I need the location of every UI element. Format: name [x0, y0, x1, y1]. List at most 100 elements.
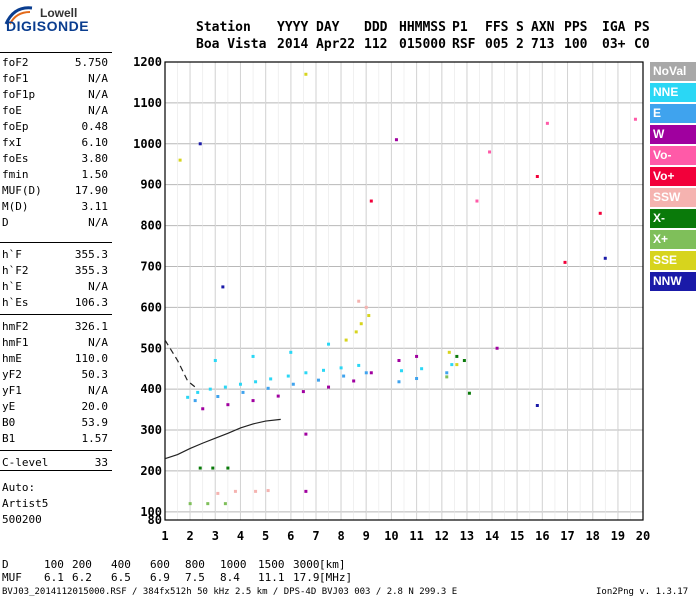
muf-value: 8.4: [220, 571, 240, 584]
footer-version: Ion2Png v. 1.3.17: [596, 587, 689, 597]
data-point-sse: [359, 322, 363, 326]
x-tick-label: 19: [611, 529, 625, 543]
data-point-ssw: [357, 299, 361, 303]
auto-version: 500200: [2, 513, 42, 526]
data-point-ssw: [254, 489, 258, 493]
param-value: N/A: [88, 88, 108, 101]
data-point-x-: [467, 391, 471, 395]
param-value: 17.90: [74, 184, 108, 197]
data-point-nne: [196, 390, 200, 394]
data-point-nne: [186, 395, 190, 399]
param-value: 106.3: [74, 296, 108, 309]
data-point-vo-: [598, 211, 602, 215]
muf-row-label: MUF: [2, 571, 22, 584]
x-tick-label: 2: [187, 529, 194, 543]
header-label: IGA: [602, 20, 626, 35]
data-point-ssw: [216, 491, 220, 495]
legend-item-e: E: [650, 104, 696, 123]
param-row: foEs 3.80: [2, 151, 108, 167]
data-point-w: [352, 379, 356, 383]
param-value: 1.50: [81, 168, 109, 181]
y-tick-label: 80: [148, 513, 162, 527]
data-point-nne: [208, 387, 212, 391]
header-value: 713: [531, 37, 555, 52]
x-tick-label: 4: [237, 529, 244, 543]
x-tick-label: 17: [560, 529, 574, 543]
data-point-x-: [462, 359, 466, 363]
param-row: B1 1.57: [2, 431, 108, 447]
legend-item-nne: NNE: [650, 83, 696, 102]
param-row: foF2 5.750: [2, 55, 108, 71]
param-value: 50.3: [81, 368, 109, 381]
param-row: foEp 0.48: [2, 119, 108, 135]
data-point-w: [394, 138, 398, 142]
data-point-nne: [327, 342, 331, 346]
param-label: foF1: [2, 72, 29, 85]
data-point-x-: [455, 354, 459, 358]
x-tick-label: 5: [262, 529, 269, 543]
data-point-nne: [339, 366, 343, 370]
data-point-nnw: [198, 142, 202, 146]
distance-value: 200: [72, 558, 92, 571]
param-value: 5.750: [74, 56, 108, 69]
header-label: DDD: [364, 20, 388, 35]
param-row: MUF(D) 17.90: [2, 183, 108, 199]
x-tick-label: 15: [510, 529, 524, 543]
legend-item-vo-: Vo-: [650, 146, 696, 165]
header-label: PPS: [564, 20, 588, 35]
param-label: hmF1: [2, 336, 29, 349]
distance-value: 100: [44, 558, 64, 571]
param-row: D N/A: [2, 215, 108, 231]
data-point-x-: [223, 502, 227, 506]
data-point-nne: [304, 371, 308, 375]
header-value: Boa Vista: [196, 37, 267, 52]
param-value: 3.80: [81, 152, 109, 165]
data-point-vo-: [488, 150, 492, 154]
header-value: 03+: [602, 37, 626, 52]
param-row: foF1 N/A: [2, 71, 108, 87]
data-point-x-: [206, 502, 210, 506]
data-point-w: [251, 399, 255, 403]
param-value: 20.0: [81, 400, 109, 413]
param-label: D: [2, 216, 9, 229]
x-tick-label: 18: [585, 529, 599, 543]
param-value: N/A: [88, 104, 108, 117]
data-point-w: [201, 407, 205, 411]
param-value: 33: [94, 456, 108, 469]
param-label: MUF(D): [2, 184, 42, 197]
param-row: foE N/A: [2, 103, 108, 119]
data-point-vo-: [563, 260, 567, 264]
data-point-nne: [289, 350, 293, 354]
data-point-nnw: [535, 404, 539, 407]
y-tick-label: 500: [140, 341, 162, 355]
param-row: foF1p N/A: [2, 87, 108, 103]
header-value: Apr22: [316, 37, 356, 52]
param-value: 3.11: [81, 200, 109, 213]
data-point-sse: [344, 338, 348, 342]
param-label: C-level: [2, 456, 49, 469]
legend-item-nnw: NNW: [650, 272, 696, 291]
data-point-x-: [445, 375, 449, 379]
param-separator: [0, 450, 112, 451]
header-label: PS: [634, 20, 650, 35]
muf-value: 7.5: [185, 571, 205, 584]
x-tick-label: 1: [161, 529, 168, 543]
data-point-nne: [420, 367, 424, 371]
y-tick-label: 800: [140, 219, 162, 233]
distance-unit: [km]: [319, 558, 346, 571]
param-label: yF2: [2, 368, 22, 381]
data-point-e: [291, 382, 295, 386]
param-row: h`F2 355.3: [2, 263, 108, 279]
y-tick-label: 1200: [133, 55, 162, 69]
param-label: yE: [2, 400, 16, 413]
param-label: foEs: [2, 152, 29, 165]
param-label: fmin: [2, 168, 29, 181]
param-row: C-level 33: [2, 455, 108, 471]
data-point-nne: [286, 374, 290, 378]
y-tick-label: 600: [140, 300, 162, 314]
extrapolated-profile-line: [164, 339, 196, 388]
param-separator: [0, 52, 112, 53]
param-row: yE 20.0: [2, 399, 108, 415]
param-row: hmF2 326.1: [2, 319, 108, 335]
data-point-sse: [367, 314, 371, 318]
